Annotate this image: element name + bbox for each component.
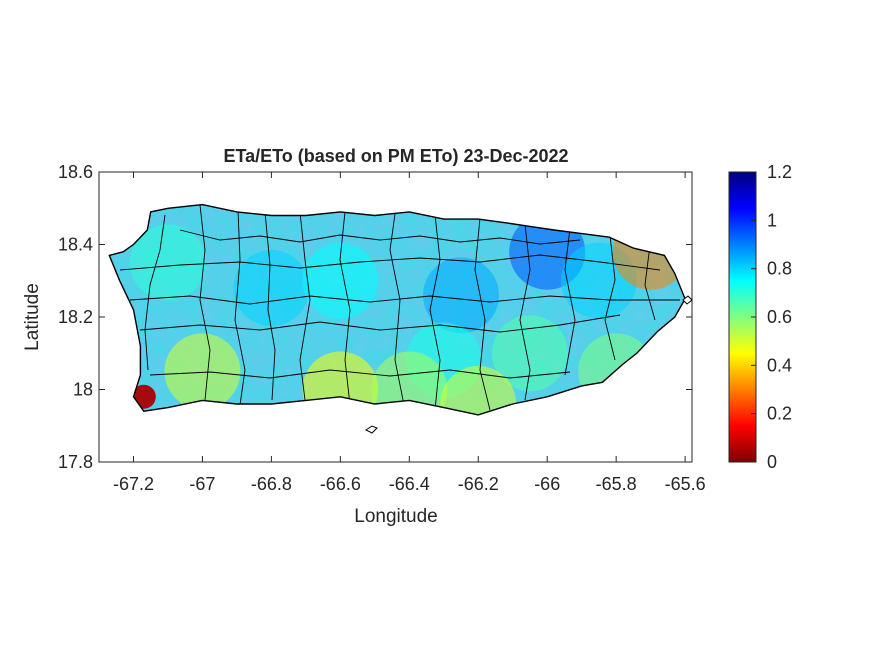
municipality-borders bbox=[119, 204, 680, 411]
x-tick-label: -66.4 bbox=[389, 474, 430, 494]
colorbar-tick-label: 0.2 bbox=[767, 404, 792, 424]
colorbar-tick-label: 0.8 bbox=[767, 259, 792, 279]
border-line bbox=[179, 229, 581, 245]
border-line bbox=[429, 214, 441, 411]
islet-east bbox=[682, 295, 693, 305]
field-sample bbox=[233, 250, 310, 326]
y-tick-label: 18.4 bbox=[58, 235, 93, 255]
y-axis: 17.8 18 18.2 18.4 18.6 bbox=[58, 162, 692, 472]
border-line bbox=[339, 211, 351, 406]
y-tick-label: 18.2 bbox=[58, 307, 93, 327]
border-line bbox=[234, 209, 246, 406]
field-sample bbox=[423, 257, 500, 334]
eta-eto-field bbox=[109, 204, 686, 415]
border-line bbox=[129, 295, 680, 305]
island-outline bbox=[108, 203, 686, 416]
border-line bbox=[564, 227, 576, 376]
border-line bbox=[144, 214, 166, 371]
border-line bbox=[389, 213, 406, 411]
border-line bbox=[264, 211, 276, 401]
x-axis-label: Longitude bbox=[354, 506, 437, 527]
colorbar-tick-label: 0.4 bbox=[767, 355, 792, 375]
y-tick-label: 18 bbox=[73, 380, 93, 400]
border-line bbox=[119, 254, 661, 271]
y-axis-label: Latitude bbox=[22, 283, 43, 351]
colorbar-axis: 0 0.2 0.4 0.6 0.8 1 1.2 bbox=[751, 162, 792, 472]
colorbar-tick-label: 0 bbox=[767, 452, 777, 472]
y-tick-label: 17.8 bbox=[58, 452, 93, 472]
border-line bbox=[644, 244, 656, 321]
border-line bbox=[149, 369, 571, 379]
y-tick-label: 18.6 bbox=[58, 162, 93, 182]
x-tick-label: -66.8 bbox=[251, 474, 292, 494]
colorbar-tick-label: 1.2 bbox=[767, 162, 792, 182]
colorbar-tick-label: 1 bbox=[767, 210, 777, 230]
x-tick-label: -66.6 bbox=[320, 474, 361, 494]
colorbar-tick-label: 0.6 bbox=[767, 307, 792, 327]
x-tick-label: -65.6 bbox=[665, 474, 706, 494]
border-line bbox=[519, 223, 531, 401]
x-tick-label: -66.2 bbox=[458, 474, 499, 494]
x-axis: -67.2 -67 -66.8 -66.6 -66.4 -66.2 -66 -65.8 -65.… bbox=[113, 172, 706, 494]
x-tick-label: -65.8 bbox=[596, 474, 637, 494]
field-sample bbox=[491, 315, 568, 392]
border-line bbox=[199, 204, 211, 401]
x-tick-label: -67 bbox=[189, 474, 215, 494]
chart-title: ETa/ETo (based on PM ETo) 23-Dec-2022 bbox=[223, 146, 568, 166]
border-line bbox=[474, 217, 491, 411]
field-sample bbox=[440, 366, 517, 415]
x-tick-label: -66 bbox=[534, 474, 560, 494]
x-tick-label: -67.2 bbox=[113, 474, 154, 494]
border-line bbox=[139, 314, 621, 333]
field-sample bbox=[164, 333, 241, 410]
islet-caja-de-muertos bbox=[365, 425, 378, 434]
field-sample bbox=[129, 224, 206, 301]
